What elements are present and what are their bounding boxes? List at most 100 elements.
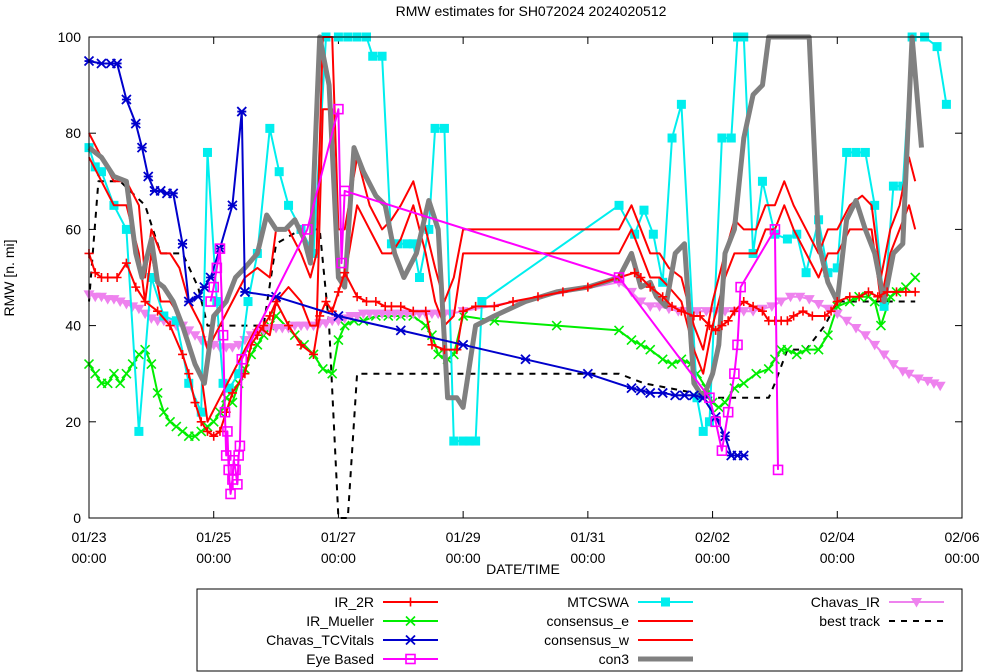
cross-marker-icon xyxy=(822,330,833,341)
square-marker-icon xyxy=(230,464,241,476)
data-point xyxy=(688,390,700,401)
data-point xyxy=(710,416,721,428)
data-point xyxy=(214,243,226,254)
data-point xyxy=(211,262,223,274)
data-point xyxy=(657,387,668,399)
plus-marker-icon xyxy=(717,321,727,331)
filled-square-marker-icon xyxy=(184,378,194,388)
data-point xyxy=(408,239,418,249)
filled-square-marker-icon xyxy=(614,200,624,210)
data-point xyxy=(136,142,148,153)
plus-marker-icon xyxy=(508,297,518,307)
plus-marker-icon xyxy=(748,301,758,311)
plus-marker-icon xyxy=(910,287,920,297)
square-marker-icon xyxy=(217,329,229,341)
square-marker-icon xyxy=(222,426,233,437)
plus-marker-icon xyxy=(321,297,331,307)
cross-marker-icon xyxy=(146,359,157,370)
data-point xyxy=(903,369,915,380)
data-point xyxy=(558,287,568,297)
data-point xyxy=(882,287,892,297)
cross-marker-icon xyxy=(158,407,169,418)
plus-marker-icon xyxy=(757,306,767,316)
legend: IR_2R IR_Mueller Chavas_TCVitals Eye Based M… xyxy=(196,588,963,672)
data-point xyxy=(769,354,780,365)
data-point xyxy=(120,299,132,310)
data-point xyxy=(928,379,940,389)
square-marker-icon xyxy=(716,445,728,456)
data-point xyxy=(158,407,169,418)
square-marker-icon xyxy=(613,272,625,283)
series-chavas-tcvitals xyxy=(83,55,749,461)
plus-marker-icon xyxy=(723,316,733,326)
series-line-best-track xyxy=(88,180,916,519)
data-point xyxy=(716,445,728,456)
cross-marker-icon xyxy=(202,421,213,432)
data-point xyxy=(90,162,100,172)
filled-square-marker-icon xyxy=(704,417,714,427)
x-tick-label: 01/25 xyxy=(196,529,231,545)
data-point xyxy=(218,378,228,388)
cross-marker-icon xyxy=(900,282,911,293)
filled-square-marker-icon xyxy=(424,224,434,234)
data-point xyxy=(184,378,194,388)
triangle-marker-icon xyxy=(320,319,332,329)
data-point xyxy=(691,307,703,317)
data-point xyxy=(226,343,238,353)
data-point xyxy=(208,281,220,293)
data-point xyxy=(738,378,749,389)
data-point xyxy=(713,402,724,413)
filled-square-marker-icon xyxy=(439,123,449,133)
plus-marker-icon xyxy=(271,297,281,307)
data-point xyxy=(320,319,332,329)
data-point xyxy=(408,306,418,316)
data-point xyxy=(90,268,100,278)
data-point xyxy=(192,291,204,302)
filled-square-marker-icon xyxy=(414,273,424,282)
data-point xyxy=(772,464,784,476)
data-point xyxy=(757,306,767,316)
plus-marker-icon xyxy=(489,301,499,311)
data-point xyxy=(887,360,899,370)
data-point xyxy=(371,297,381,307)
data-point xyxy=(807,311,817,321)
data-point xyxy=(901,287,911,297)
plus-marker-icon xyxy=(284,321,294,331)
data-point xyxy=(103,273,113,282)
triangle-marker-icon xyxy=(887,360,899,370)
data-point xyxy=(102,378,113,389)
data-point xyxy=(757,176,767,186)
data-point xyxy=(265,123,275,133)
cross-marker-icon xyxy=(252,339,263,350)
data-point xyxy=(140,297,150,307)
filled-square-marker-icon xyxy=(402,239,412,249)
data-point xyxy=(888,181,898,191)
filled-square-marker-icon xyxy=(630,229,640,239)
data-point xyxy=(114,297,126,308)
data-point xyxy=(227,200,238,211)
data-point xyxy=(133,304,145,315)
data-point xyxy=(791,349,802,360)
data-point xyxy=(751,368,762,379)
data-point xyxy=(842,147,852,157)
data-point xyxy=(121,224,131,234)
data-point xyxy=(184,369,194,379)
data-point xyxy=(471,436,481,446)
data-point xyxy=(738,307,750,317)
triangle-marker-icon xyxy=(691,307,703,317)
series-best-track xyxy=(88,180,916,519)
x-tick-label: 01/27 xyxy=(321,529,356,545)
data-point xyxy=(676,306,686,316)
plus-marker-icon xyxy=(533,292,543,302)
data-point xyxy=(212,297,222,307)
data-point xyxy=(910,287,920,297)
series-line-consensus-w xyxy=(88,108,917,423)
cross-marker-icon xyxy=(196,426,207,437)
data-point xyxy=(698,426,708,436)
data-point xyxy=(533,292,543,302)
data-point xyxy=(239,286,251,298)
cross-marker-icon xyxy=(635,339,646,350)
data-point xyxy=(845,292,855,302)
data-point xyxy=(333,287,343,297)
filled-square-marker-icon xyxy=(96,167,106,177)
